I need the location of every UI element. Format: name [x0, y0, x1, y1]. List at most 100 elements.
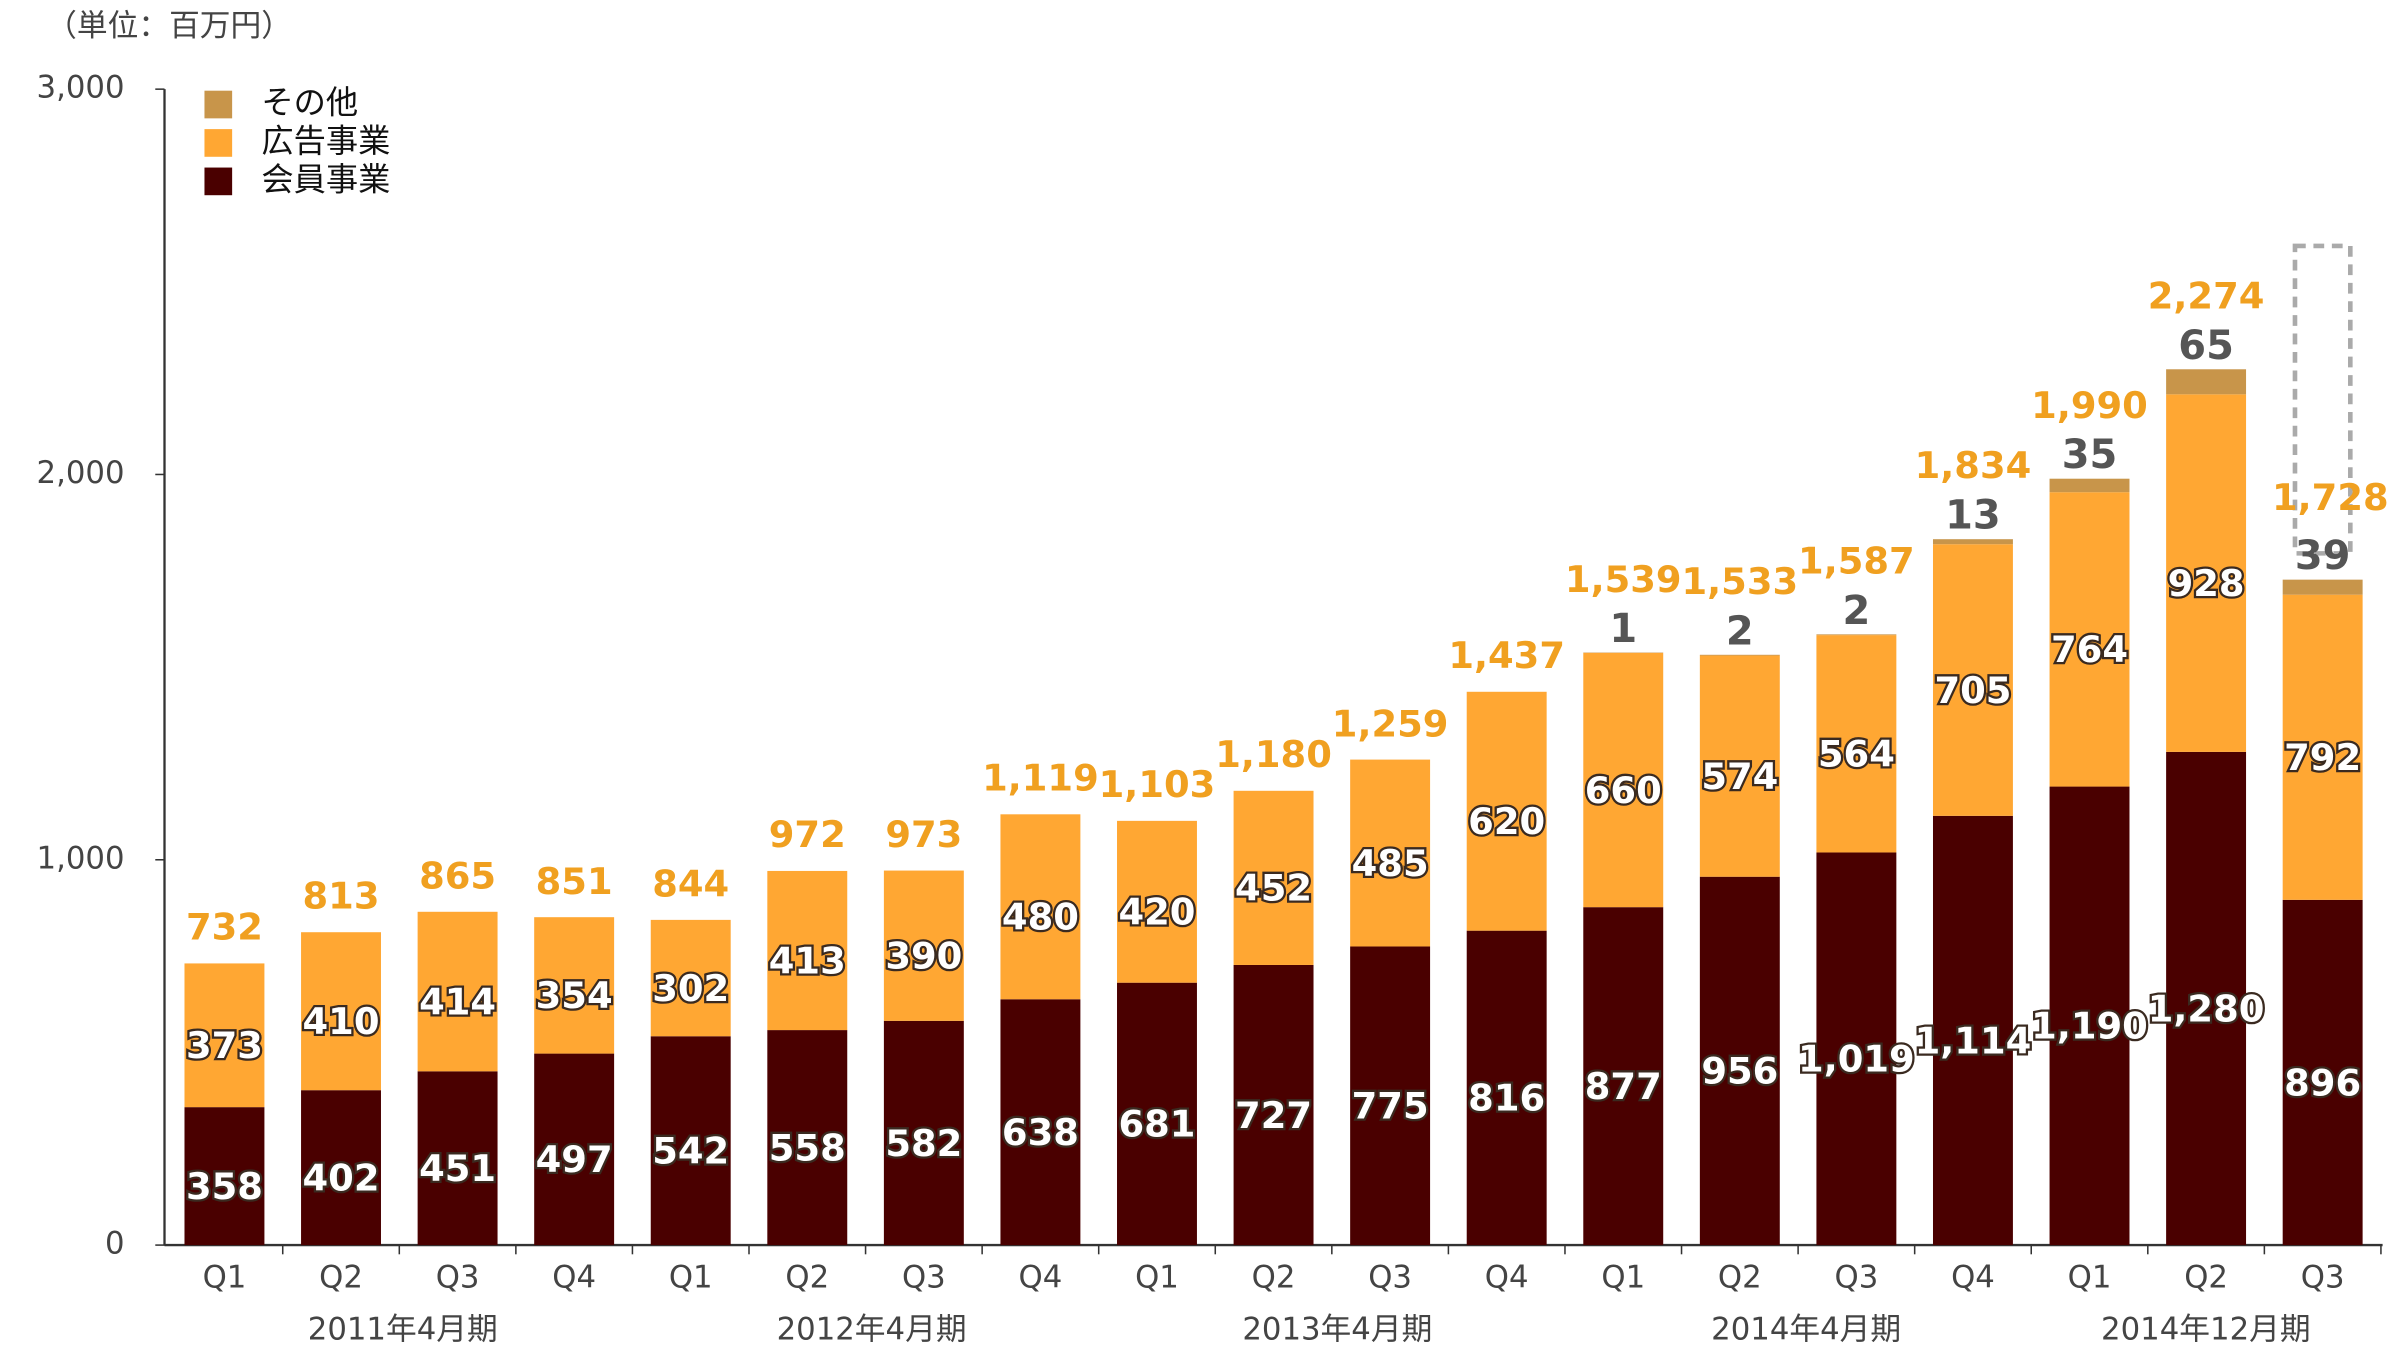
bar-segment [1466, 691, 1547, 931]
bar-segment [1699, 876, 1780, 1246]
x-tick-label: Q4 [552, 1259, 596, 1295]
unit-label: （単位：百万円） [46, 8, 292, 44]
bar-segment [1583, 652, 1664, 908]
bar-segment [301, 932, 381, 1091]
segment-label: 480 [1002, 896, 1079, 939]
x-tick-label: Q3 [436, 1259, 480, 1295]
bar-segment [2282, 594, 2363, 900]
segment-label: 896 [2284, 1061, 2361, 1104]
x-tick-label: Q1 [203, 1259, 247, 1295]
bar-segment [1932, 544, 2013, 816]
bar-segment [650, 1036, 731, 1246]
bar-segment [2049, 492, 2130, 787]
x-tick-label: Q2 [785, 1259, 829, 1295]
bar-segment [650, 919, 731, 1037]
segment-label: 410 [303, 1000, 380, 1043]
segment-label: 620 [1468, 800, 1545, 843]
x-tick-label: Q2 [319, 1259, 363, 1295]
x-tick-label: Q3 [1835, 1259, 1879, 1295]
segment-label: 485 [1352, 842, 1429, 885]
x-tick-label: Q1 [1135, 1259, 1179, 1295]
segment-label: 928 [2168, 562, 2245, 605]
segment-label: 420 [1118, 891, 1195, 934]
bar-segment [1466, 930, 1547, 1246]
segment-label: 1,019 [1798, 1038, 1915, 1081]
bar-segment [1816, 852, 1897, 1246]
total-label: 1,990 [2031, 384, 2148, 427]
group-label: 2014年12月期 [2101, 1312, 2311, 1345]
x-tick-label: Q2 [1718, 1259, 1762, 1295]
group-label: 2012年4月期 [777, 1312, 967, 1345]
bar-segment [1932, 539, 2013, 545]
bar-segment [1117, 820, 1197, 983]
total-label: 1,533 [1681, 560, 1798, 603]
segment-label: 414 [419, 980, 496, 1023]
bar-segment [2049, 786, 2130, 1246]
segment-label: 816 [1468, 1077, 1545, 1120]
bar-segment [1000, 999, 1081, 1246]
x-tick-label: Q1 [2068, 1259, 2112, 1295]
x-tick-label: Q3 [902, 1259, 946, 1295]
y-tick-label: 3,000 [37, 70, 125, 106]
total-label: 851 [536, 860, 613, 903]
segment-label: 564 [1818, 733, 1895, 776]
total-label: 1,834 [1915, 444, 2032, 487]
other-label: 39 [2295, 533, 2351, 579]
bar-segment [1350, 759, 1431, 947]
bar-segment [2282, 579, 2363, 595]
total-label: 973 [885, 813, 962, 856]
segment-label: 681 [1118, 1103, 1195, 1146]
bar-segment [2282, 899, 2363, 1246]
segment-label: 638 [1002, 1111, 1079, 1154]
x-tick-label: Q3 [2301, 1259, 2345, 1295]
x-tick-label: Q4 [1019, 1259, 1063, 1295]
bar-segment [417, 1071, 498, 1246]
segment-label: 358 [186, 1165, 263, 1208]
bar-segment [883, 870, 964, 1021]
bar-segment [2049, 478, 2130, 493]
total-label: 972 [769, 813, 846, 856]
segment-label: 764 [2051, 628, 2128, 671]
bar-segment [1583, 907, 1664, 1246]
bar-segment [417, 911, 498, 1072]
bar-segment [2166, 394, 2247, 752]
bar-segment [534, 917, 615, 1054]
forecast-box [2292, 243, 2353, 556]
total-label: 1,587 [1798, 539, 1915, 582]
bar-segment [1233, 964, 1314, 1246]
other-label: 65 [2178, 323, 2234, 369]
x-tick-label: Q4 [1951, 1259, 1995, 1295]
bar-segment [1699, 654, 1780, 656]
segment-label: 1,190 [2031, 1005, 2148, 1048]
total-label: 732 [186, 906, 263, 949]
segment-label: 705 [1934, 669, 2011, 712]
other-label: 2 [1842, 588, 1870, 634]
other-label: 1 [1609, 606, 1637, 652]
bar-segment [301, 1090, 381, 1246]
total-label: 1,728 [2272, 476, 2389, 519]
segment-label: 413 [769, 939, 846, 982]
segment-label: 660 [1585, 769, 1662, 812]
bar-segment [2166, 751, 2247, 1246]
total-label: 1,437 [1448, 634, 1565, 677]
segment-label: 1,280 [2148, 987, 2265, 1030]
other-label: 13 [1945, 493, 2001, 539]
segment-label: 542 [652, 1129, 729, 1172]
other-label: 2 [1726, 608, 1754, 654]
segment-label: 402 [303, 1156, 380, 1199]
segment-label: 956 [1701, 1050, 1778, 1093]
segment-label: 558 [769, 1126, 846, 1169]
bar-segment [1816, 635, 1897, 853]
other-label: 35 [2062, 432, 2118, 478]
bar-segment [184, 1107, 265, 1246]
bar-segment [184, 963, 265, 1108]
bar-segment [1816, 634, 1897, 636]
total-label: 1,103 [1099, 763, 1216, 806]
bar-segment [2166, 369, 2247, 395]
legend-swatch [204, 167, 233, 196]
bar-segment [1117, 982, 1197, 1246]
segment-label: 452 [1235, 867, 1312, 910]
segment-label: 582 [885, 1122, 962, 1165]
bar-segment [1000, 814, 1081, 1000]
